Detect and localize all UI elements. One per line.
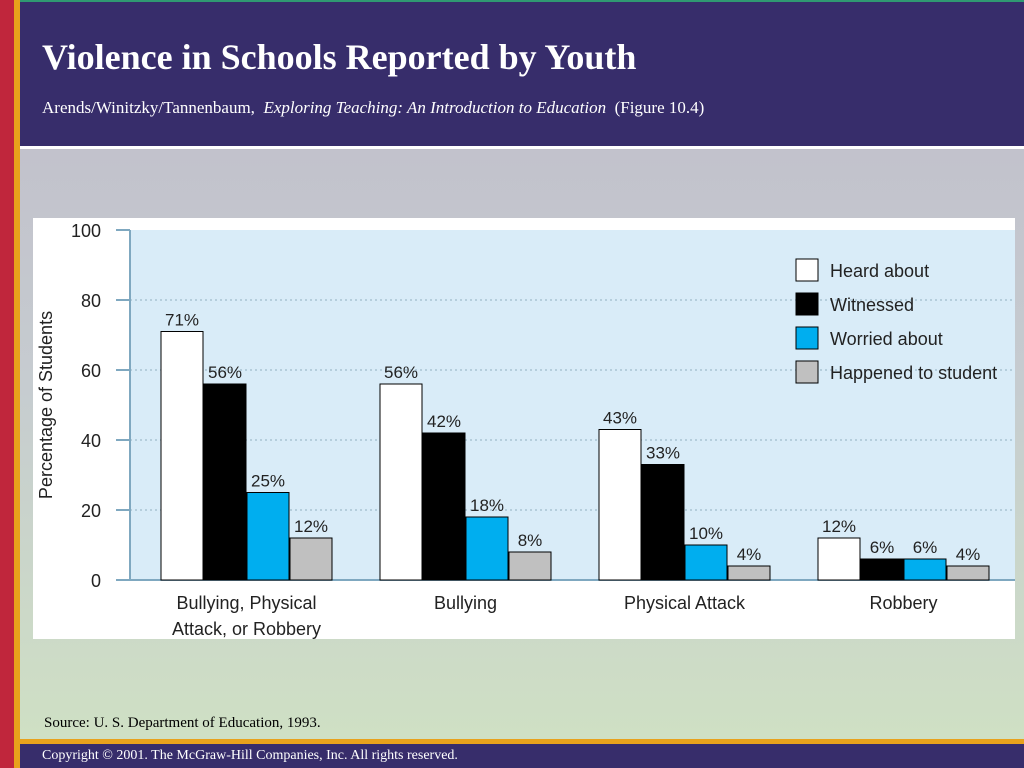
bar-data-label: 4%: [956, 545, 981, 564]
y-tick-label: 40: [81, 431, 101, 451]
bar: [422, 432, 466, 581]
x-category-label: Attack, or Robbery: [172, 619, 321, 639]
bar-data-label: 42%: [427, 412, 461, 431]
bar-data-label: 33%: [646, 444, 680, 463]
legend-swatch: [795, 326, 819, 350]
x-category-label: Bullying: [434, 593, 497, 613]
subtitle-authors: Arends/Winitzky/Tannenbaum,: [42, 98, 255, 117]
y-tick-label: 20: [81, 501, 101, 521]
subtitle-book: Exploring Teaching: An Introduction to E…: [263, 98, 607, 117]
subtitle-figure: (Figure 10.4): [614, 98, 705, 117]
footer-accent-bar: [20, 739, 1024, 744]
bar-chart: 0 20 40 60 80 100 Percentage of Students 71% 56%…: [36, 221, 1015, 639]
copyright-text: Copyright © 2001. The McGraw-Hill Compan…: [42, 748, 458, 763]
bar: [160, 331, 204, 581]
bar: [508, 551, 552, 581]
bar: [246, 492, 290, 581]
bar: [465, 516, 509, 581]
bar-data-label: 43%: [603, 409, 637, 428]
legend-label: Worried about: [830, 329, 943, 349]
bar-data-label: 56%: [384, 363, 418, 382]
slide-subtitle: Arends/Winitzky/Tannenbaum, Exploring Te…: [42, 98, 704, 118]
bar: [598, 429, 642, 581]
bar: [903, 558, 947, 581]
bar: [946, 565, 990, 581]
bar-data-label: 25%: [251, 472, 285, 491]
left-accent-bar-gold: [14, 0, 20, 768]
bar-data-label: 12%: [822, 517, 856, 536]
legend-label: Witnessed: [830, 295, 914, 315]
bar: [203, 383, 247, 581]
bar-data-label: 18%: [470, 496, 504, 515]
bar-data-label: 71%: [165, 311, 199, 330]
bar-data-label: 4%: [737, 545, 762, 564]
bar-data-label: 12%: [294, 517, 328, 536]
x-category-label: Physical Attack: [624, 593, 746, 613]
bar: [817, 537, 861, 581]
bar-data-label: 10%: [689, 524, 723, 543]
bar: [641, 464, 685, 581]
legend-swatch: [795, 258, 819, 282]
bar: [289, 537, 333, 581]
source-note: Source: U. S. Department of Education, 1…: [44, 715, 321, 731]
bar: [684, 544, 728, 581]
legend-swatch: [795, 292, 819, 316]
legend-swatch: [795, 360, 819, 384]
legend-label: Happened to student: [830, 363, 997, 383]
bar-data-label: 6%: [870, 538, 895, 557]
x-category-label: Bullying, Physical: [176, 593, 316, 613]
slide-header: Violence in Schools Reported by Youth Ar…: [20, 0, 1024, 146]
y-tick-label: 60: [81, 361, 101, 381]
header-divider: [20, 146, 1024, 149]
bar-data-label: 8%: [518, 531, 543, 550]
bar: [379, 383, 423, 581]
y-tick-label: 80: [81, 291, 101, 311]
slide-footer: Copyright © 2001. The McGraw-Hill Compan…: [20, 744, 1024, 768]
bar-data-label: 56%: [208, 363, 242, 382]
x-category-label: Robbery: [869, 593, 937, 613]
y-axis-title: Percentage of Students: [36, 311, 56, 499]
left-accent-bar-red: [0, 0, 14, 768]
chart-panel: 0 20 40 60 80 100 Percentage of Students 71% 56%…: [33, 218, 1015, 639]
slide-title: Violence in Schools Reported by Youth: [42, 37, 637, 77]
y-tick-label: 100: [71, 221, 101, 241]
y-tick-label: 0: [91, 571, 101, 591]
legend-label: Heard about: [830, 261, 929, 281]
bar-data-label: 6%: [913, 538, 938, 557]
bar: [860, 558, 904, 581]
bar: [727, 565, 771, 581]
